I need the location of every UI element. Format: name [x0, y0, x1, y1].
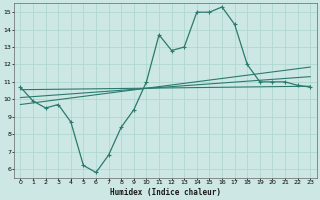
X-axis label: Humidex (Indice chaleur): Humidex (Indice chaleur) [110, 188, 221, 197]
